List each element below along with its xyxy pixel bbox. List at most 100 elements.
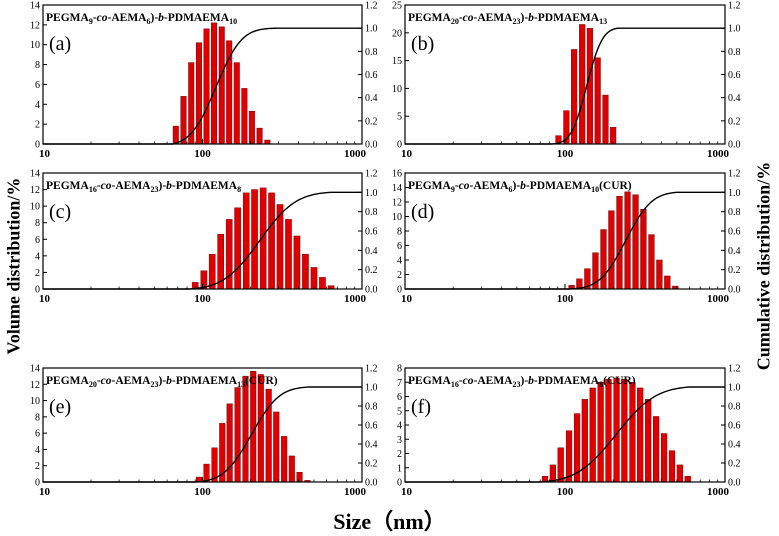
bar xyxy=(251,189,258,290)
y2-tick-label: 0.6 xyxy=(728,227,741,238)
y2-tick-label: 0.4 xyxy=(728,93,741,104)
y-tick-label: 10 xyxy=(30,202,40,213)
bar xyxy=(203,28,210,145)
panel-letter: (a) xyxy=(49,33,71,55)
title-segment: PEGMA xyxy=(46,12,89,24)
bar xyxy=(285,219,292,290)
y-tick-label: 0 xyxy=(35,140,40,151)
y-tick-label: 5 xyxy=(397,406,402,417)
y2-tick-label: 0.4 xyxy=(365,93,378,104)
y-tick-label: 4 xyxy=(397,256,402,267)
bar xyxy=(565,430,573,483)
y-tick-label: 14 xyxy=(392,183,402,194)
title-segment: PEGMA xyxy=(408,180,451,192)
x-tick-label: 100 xyxy=(557,148,574,160)
y-axis-label-right: Cumulative distribution/% xyxy=(753,161,774,371)
cumulative-curve xyxy=(405,191,726,290)
y-tick-label: 8 xyxy=(35,60,40,71)
title-segment: co xyxy=(463,375,474,387)
bar xyxy=(676,464,683,483)
panel-letter: (f) xyxy=(411,396,431,418)
y-tick-label: 20 xyxy=(392,28,402,39)
y-tick-label: 14 xyxy=(30,364,40,375)
bar xyxy=(589,387,596,483)
bar xyxy=(288,455,295,483)
x-tick-label: 1000 xyxy=(344,486,367,498)
y2-tick-label: 0.2 xyxy=(365,116,378,127)
y2-tick-label: 0.8 xyxy=(365,207,378,218)
y-tick-label: 2 xyxy=(35,120,40,131)
x-tick-label: 1000 xyxy=(707,293,730,305)
y-tick-label: 2 xyxy=(35,461,40,472)
y2-tick-label: 0.4 xyxy=(728,440,741,451)
y2-tick-label: 0.0 xyxy=(728,285,741,296)
y2-tick-label: 0.0 xyxy=(728,140,741,151)
y-tick-label: 8 xyxy=(397,364,402,375)
bar xyxy=(256,127,263,145)
y-tick-label: 0 xyxy=(35,478,40,489)
y-tick-label: 0 xyxy=(397,140,402,151)
y2-tick-label: 0.4 xyxy=(365,246,378,257)
title-segment: b xyxy=(528,12,534,24)
title-segment: b xyxy=(520,180,526,192)
x-tick-label: 100 xyxy=(194,148,211,160)
y-tick-label: 14 xyxy=(30,169,40,180)
title-segment: 20 xyxy=(451,17,459,26)
y-tick-label: 2 xyxy=(397,270,402,281)
x-tick-label: 10 xyxy=(39,486,51,498)
y2-tick-label: 0.2 xyxy=(728,459,741,470)
bar xyxy=(652,416,660,483)
y2-tick-label: 0.6 xyxy=(365,70,378,81)
cumulative-curve xyxy=(43,386,362,483)
x-tick-label: 100 xyxy=(557,486,574,498)
title-segment: 6 xyxy=(508,185,512,194)
title-segment: -PDMAEMA xyxy=(534,375,600,387)
title-segment: 10 xyxy=(591,185,599,194)
panel-title: PEGMA9-co-AEMA6)-b-PDMAEMA10(CUR) xyxy=(408,180,632,194)
y-tick-label: 0 xyxy=(397,285,402,296)
y2-tick-label: 1.2 xyxy=(728,364,741,375)
title-segment: PEGMA xyxy=(408,12,451,24)
bar xyxy=(302,253,309,290)
title-segment: -AEMA xyxy=(470,180,510,192)
title-segment: -PDMAEMA xyxy=(172,180,238,192)
y2-tick-label: 1.0 xyxy=(365,24,378,35)
y2-tick-label: 0.0 xyxy=(728,478,741,489)
panel-a: 0 2 4 6 8 10 12 14 0.0 0.2 0.4 0.6 0.8 1.0 1.2 10 100 100… xyxy=(30,1,378,161)
bar xyxy=(557,447,564,483)
bar xyxy=(180,96,187,145)
title-segment: 13 xyxy=(237,380,245,389)
panel-title: PEGMA16-co-AEMA23)-b-PDMAEMA8(CUR) xyxy=(408,375,636,389)
x-axis-label: Size（nm） xyxy=(333,509,446,534)
y2-tick-label: 0.6 xyxy=(728,70,741,81)
y-tick-label: 10 xyxy=(30,396,40,407)
x-tick-label: 1000 xyxy=(707,148,730,160)
y-tick-label: 6 xyxy=(35,429,40,440)
y2-tick-label: 1.0 xyxy=(728,188,741,199)
title-segment: )- xyxy=(150,12,158,24)
bar xyxy=(605,379,612,483)
y-tick-label: 2 xyxy=(397,449,402,460)
cumulative-curve xyxy=(43,191,363,290)
y-tick-label: 7 xyxy=(397,378,402,389)
bar xyxy=(549,464,556,483)
y2-tick-label: 1.2 xyxy=(728,1,741,12)
y-tick-label: 10 xyxy=(30,40,40,51)
bar xyxy=(645,399,652,483)
panel-d: 0 2 4 6 8 10 12 14 16 0.0 0.2 0.4 0.6 0.8 1.0 1.2 10 100 1… xyxy=(392,169,741,306)
title-segment: PEGMA xyxy=(46,180,89,192)
panel-letter: (b) xyxy=(411,33,434,55)
title-segment: )- xyxy=(158,180,166,192)
y2-tick-label: 0.6 xyxy=(728,421,741,432)
title-segment: 16 xyxy=(451,380,459,389)
bar xyxy=(629,382,636,483)
y-tick-label: 5 xyxy=(397,112,402,123)
x-tick-label: 10 xyxy=(401,486,413,498)
title-segment: 23 xyxy=(150,185,158,194)
y-tick-label: 3 xyxy=(397,435,402,446)
bar xyxy=(579,24,586,145)
bar xyxy=(586,28,593,145)
bar xyxy=(241,88,248,145)
